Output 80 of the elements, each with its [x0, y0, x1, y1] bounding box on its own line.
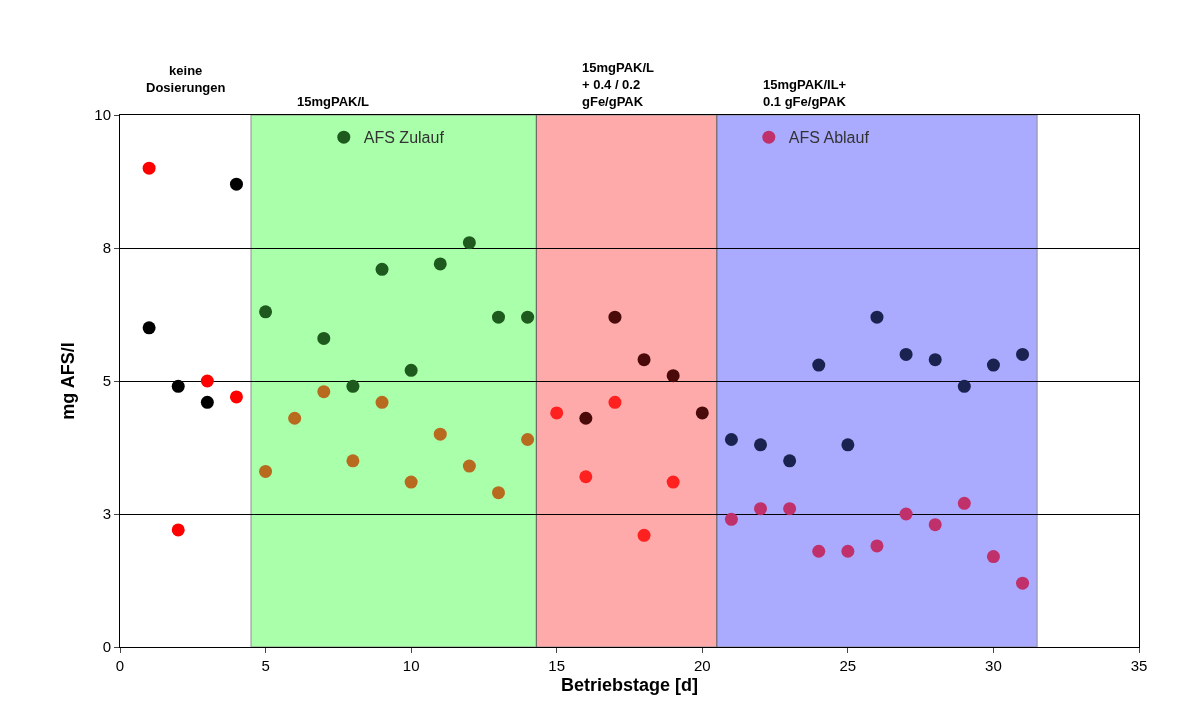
point	[637, 353, 651, 367]
point	[171, 523, 185, 537]
point	[928, 353, 942, 367]
point	[957, 379, 971, 393]
point	[433, 427, 447, 441]
point	[724, 433, 738, 447]
point	[142, 321, 156, 335]
point	[986, 550, 1000, 564]
point	[986, 358, 1000, 372]
point	[899, 507, 913, 521]
point	[870, 310, 884, 324]
point	[637, 528, 651, 542]
legend-label: AFS Ablauf	[788, 129, 870, 147]
point	[375, 262, 389, 276]
x-tick-label: 0	[115, 657, 125, 674]
y-tick-label: 3	[102, 505, 111, 523]
point	[841, 544, 855, 558]
point	[317, 331, 331, 345]
point	[462, 236, 476, 250]
x-axis-title: Betriebstage [d]	[560, 675, 699, 696]
x-tick-label: 5	[261, 657, 270, 674]
point	[317, 385, 331, 399]
point	[579, 470, 593, 484]
point	[375, 395, 389, 409]
point	[142, 161, 156, 175]
x-tick-label: 15	[548, 657, 566, 674]
legend-label: AFS Zulauf	[363, 129, 445, 147]
point	[666, 369, 680, 383]
point	[870, 539, 884, 553]
point	[724, 512, 738, 526]
band-label: 15mgPAK/L + 0.4 / 0.2 gFe/gPAK	[582, 60, 655, 109]
point	[666, 475, 680, 489]
y-tick-label: 5	[102, 372, 111, 390]
point	[1016, 347, 1030, 361]
point	[288, 411, 302, 425]
point	[229, 177, 243, 191]
point	[783, 454, 797, 468]
point	[346, 379, 360, 393]
y-tick-label: 8	[102, 239, 111, 257]
point	[754, 438, 768, 452]
x-tick-label: 20	[693, 657, 711, 674]
point	[899, 347, 913, 361]
point	[521, 433, 535, 447]
point	[608, 395, 622, 409]
point	[521, 310, 535, 324]
point	[957, 496, 971, 510]
x-tick-label: 30	[985, 657, 1002, 674]
point	[492, 310, 505, 324]
point	[695, 406, 709, 420]
point	[550, 406, 564, 420]
point	[259, 464, 273, 478]
point	[928, 518, 942, 532]
point	[492, 486, 505, 500]
point	[841, 438, 855, 452]
point	[404, 363, 418, 377]
point	[229, 390, 243, 404]
band-label: 15mgPAK/L	[297, 94, 370, 109]
x-tick-label: 25	[839, 657, 857, 674]
point	[433, 257, 447, 271]
point	[171, 379, 185, 393]
point	[1016, 576, 1030, 590]
x-tick-label: 35	[1130, 657, 1148, 674]
band-label: 15mgPAK/IL+ 0.1 gFe/gPAK	[763, 77, 847, 109]
point	[754, 502, 768, 516]
y-axis-title: mg AFS/l	[57, 342, 78, 420]
point	[812, 358, 826, 372]
point	[783, 502, 797, 516]
point	[259, 305, 273, 319]
point	[200, 374, 214, 388]
text: keine Dosierungen	[146, 63, 226, 95]
point	[462, 459, 476, 473]
point	[404, 475, 418, 489]
x-tick-label: 10	[402, 657, 420, 674]
y-tick-label: 0	[102, 638, 111, 656]
point	[200, 395, 214, 409]
point	[608, 310, 622, 324]
point	[579, 411, 593, 425]
point	[346, 454, 360, 468]
point	[812, 544, 826, 558]
y-tick-label: 10	[94, 106, 111, 124]
